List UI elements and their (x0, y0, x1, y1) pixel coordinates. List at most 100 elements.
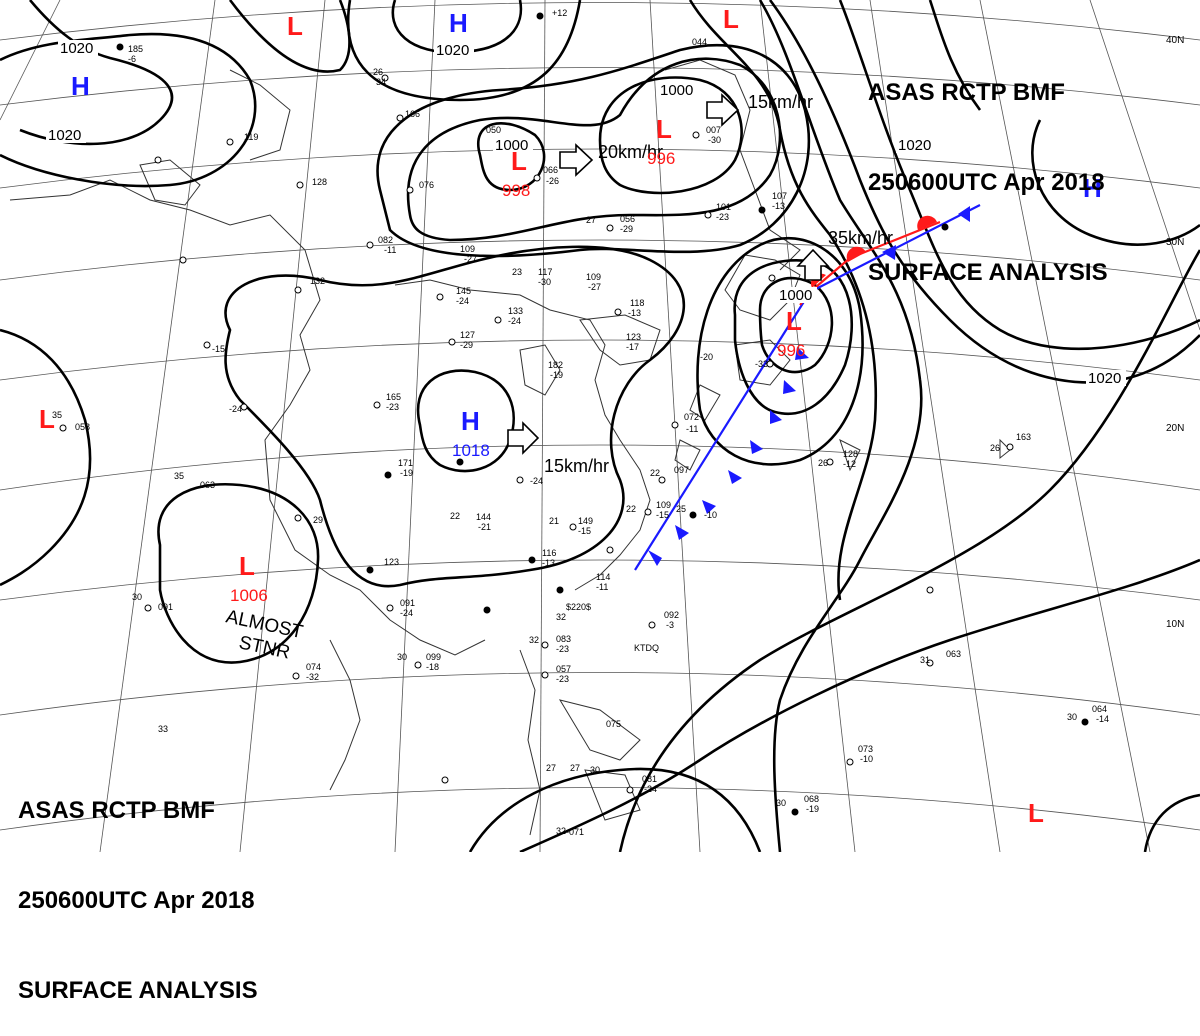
station-value: 007 (706, 125, 721, 135)
station-value: 114 (596, 572, 610, 582)
station-value: 066 (543, 165, 558, 175)
title-block-bottom: ASAS RCTP BMF 250600UTC Apr 2018 SURFACE… (18, 736, 258, 1036)
station-circle (692, 131, 700, 139)
station-value: 123 (626, 332, 641, 342)
isobar (0, 328, 92, 587)
motion-labels: 20km/hr 15km/hr 35km/hr 15km/hr (544, 92, 893, 476)
station-value: -11 (384, 245, 396, 255)
station-circle (791, 808, 799, 816)
station-circle (556, 586, 564, 594)
meridian-line (239, 0, 326, 852)
cold-front-triangle (702, 500, 716, 514)
station-value: -23 (386, 402, 399, 412)
station-value: 076 (419, 180, 434, 190)
motion-arrows (507, 93, 830, 455)
station-circle (1006, 443, 1014, 451)
station-value: $220$ (566, 602, 591, 612)
station-value: 091 (400, 598, 415, 608)
pressure-centers: H H H 1018 H L L L 998 L 996 L 996 L L 1006 L (39, 4, 1102, 828)
station-circle (846, 758, 854, 766)
station-circle (626, 786, 634, 794)
central-pressure-value: 1006 (230, 586, 268, 605)
station-value: 092 (664, 610, 679, 620)
station-value: 30 (397, 652, 407, 662)
station-value: -19 (400, 468, 413, 478)
station-value: -15 (578, 526, 591, 536)
meridian-line (99, 0, 216, 852)
low-pressure-center: L (1028, 798, 1044, 828)
station-circle (826, 458, 834, 466)
cold-front-triangle (783, 380, 796, 394)
station-value: 074 (306, 662, 321, 672)
station-value: 057 (556, 664, 571, 674)
station-value: 33 (158, 724, 168, 734)
motion-arrow (559, 143, 594, 177)
station-value: -10 (860, 754, 873, 764)
warm-front-semicircle (917, 215, 937, 230)
station-value: 26 (818, 458, 828, 468)
station-value: 117 (538, 267, 552, 277)
station-value: -24 (229, 404, 242, 414)
station-markers (59, 12, 1089, 816)
station-value: -32 (306, 672, 319, 682)
station-value: 27 (570, 763, 580, 773)
station-circle (1081, 718, 1089, 726)
coastline (674, 439, 701, 471)
title-line2: 250600UTC Apr 2018 (868, 169, 1105, 196)
isobar-label: 1020 (60, 40, 93, 57)
station-circle (448, 338, 456, 346)
meridian-line (759, 0, 856, 852)
station-circle (536, 12, 544, 20)
isobar (768, 0, 1200, 384)
isobar (157, 482, 320, 664)
station-value: 091 (158, 602, 173, 612)
latitude-label: 30N (1166, 237, 1184, 248)
station-value: 109 (656, 500, 671, 510)
coastline (139, 159, 201, 206)
meridian-line (979, 0, 1151, 852)
station-circle (296, 181, 304, 189)
station-circle (644, 508, 652, 516)
latitude-line (0, 239, 1200, 281)
motion-arrow (706, 93, 740, 127)
station-value: 185 (128, 44, 143, 54)
station-circle (456, 458, 464, 466)
high-pressure-center: H (1083, 173, 1102, 203)
station-value: -12 (843, 459, 856, 469)
isobar-label-bg (658, 82, 698, 98)
station-circle (373, 401, 381, 409)
cold-front-triangle (750, 440, 763, 454)
isobar (758, 276, 834, 374)
motion-speed-label: 15km/hr (544, 456, 609, 476)
station-value: -10 (704, 510, 717, 520)
latitude-line (0, 787, 1200, 831)
station-value: -13 (542, 558, 555, 568)
coastlines (9, 59, 1011, 836)
isobar-label-bg (434, 42, 474, 58)
station-value: 068 (804, 794, 819, 804)
station-circle (768, 274, 776, 282)
station-value: 26 (373, 67, 383, 77)
station-value: +12 (552, 8, 567, 18)
cold-front-triangle (648, 550, 662, 566)
high-pressure-center: H (461, 406, 480, 436)
station-value: 099 (426, 652, 441, 662)
station-circle (516, 476, 524, 484)
station-value: -29 (460, 340, 473, 350)
title-line3: SURFACE ANALYSIS (18, 977, 258, 1004)
low-pressure-center: L (656, 114, 672, 144)
station-circle (758, 206, 766, 214)
station-value: 044 (692, 37, 707, 47)
isobar (477, 122, 546, 192)
station-value: -24 (456, 296, 469, 306)
station-circle (541, 641, 549, 649)
coastline (839, 439, 861, 472)
high-pressure-center: H (71, 71, 90, 101)
isobar (406, 57, 782, 242)
station-circle (154, 156, 162, 164)
station-circle (384, 471, 392, 479)
station-value: 083 (556, 634, 571, 644)
station-value: 22 (450, 511, 460, 521)
coastline (584, 769, 641, 821)
station-circle (689, 511, 697, 519)
